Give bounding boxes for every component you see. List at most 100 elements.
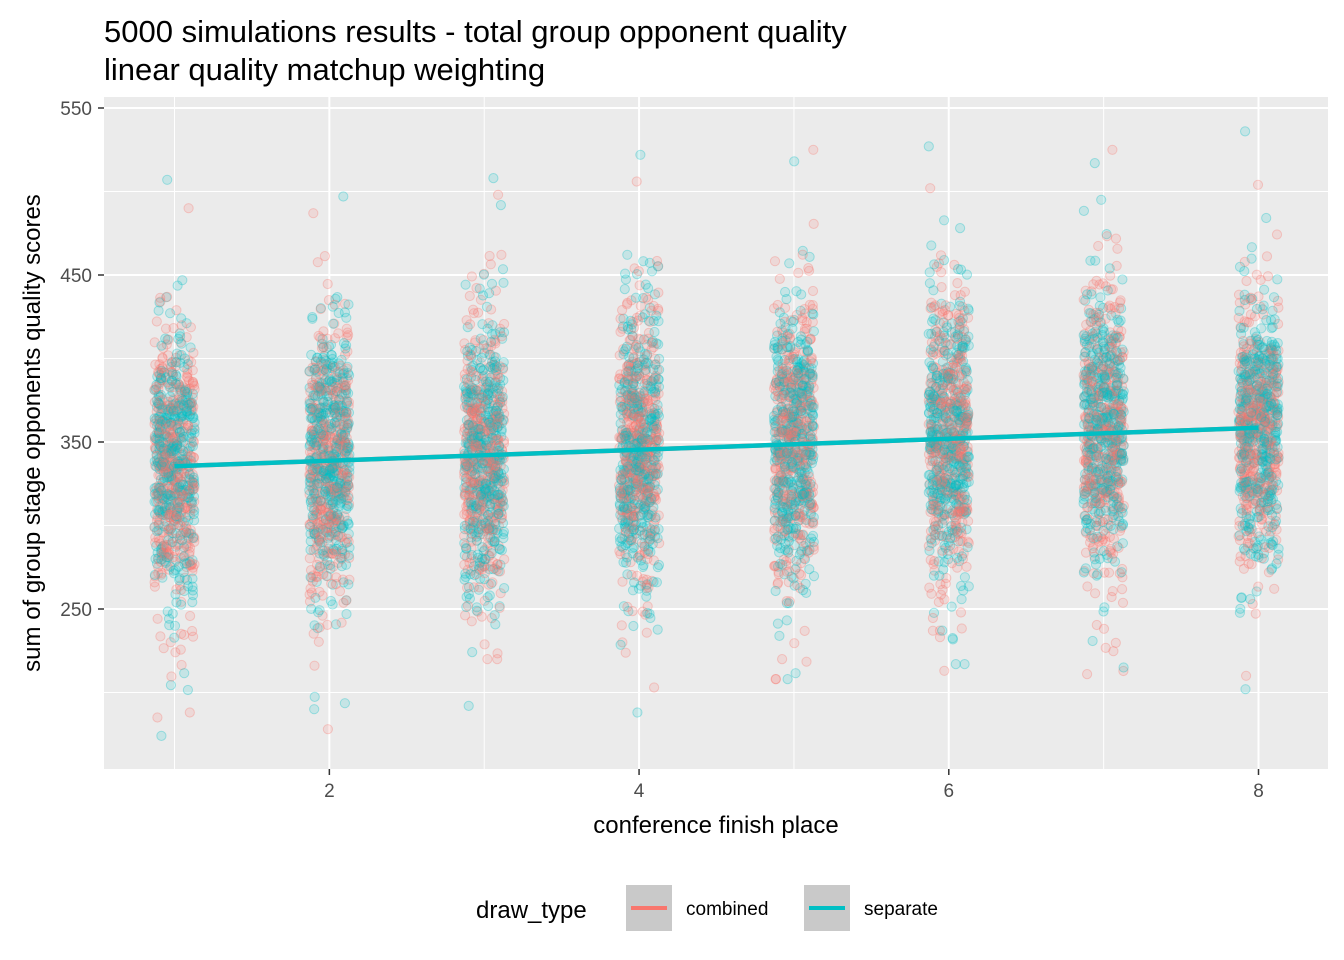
point-separate xyxy=(1244,460,1255,471)
point-separate xyxy=(479,426,490,437)
point-combined xyxy=(1117,597,1129,608)
point-separate xyxy=(1091,343,1103,354)
point-separate xyxy=(339,698,350,709)
point-separate xyxy=(769,414,780,425)
point-separate xyxy=(946,601,957,612)
point-separate xyxy=(1240,431,1252,442)
point-separate xyxy=(1113,474,1124,485)
point-combined xyxy=(1269,462,1280,473)
point-separate xyxy=(484,491,495,502)
point-separate xyxy=(338,191,349,202)
point-combined xyxy=(616,620,627,631)
point-separate xyxy=(309,691,320,703)
point-combined xyxy=(1107,403,1118,414)
point-combined xyxy=(315,303,326,315)
point-combined xyxy=(155,631,166,642)
point-combined xyxy=(1265,424,1277,435)
point-separate xyxy=(154,421,165,432)
point-combined xyxy=(1101,464,1112,476)
point-combined xyxy=(482,541,493,552)
point-separate xyxy=(622,569,633,580)
point-combined xyxy=(1248,485,1259,496)
point-combined xyxy=(1271,534,1282,546)
point-combined xyxy=(622,601,633,613)
point-separate xyxy=(962,446,973,457)
point-combined xyxy=(309,660,320,671)
point-combined xyxy=(484,250,495,262)
point-combined xyxy=(940,453,951,464)
point-combined xyxy=(1117,563,1128,575)
point-combined xyxy=(175,506,186,517)
point-combined xyxy=(1100,281,1112,292)
point-combined xyxy=(184,707,195,718)
point-combined xyxy=(779,526,790,537)
point-separate xyxy=(1251,380,1262,392)
point-separate xyxy=(342,361,353,372)
point-combined xyxy=(343,400,354,411)
point-separate xyxy=(1261,471,1272,482)
point-separate xyxy=(927,456,938,467)
point-separate xyxy=(1245,511,1256,522)
point-combined xyxy=(949,290,961,301)
point-combined xyxy=(185,322,196,333)
point-separate xyxy=(482,323,493,334)
point-separate xyxy=(319,383,330,394)
point-combined xyxy=(622,427,634,438)
point-combined xyxy=(1261,451,1272,462)
point-combined xyxy=(647,505,658,516)
point-combined xyxy=(1083,464,1094,475)
point-combined xyxy=(959,384,970,395)
point-separate xyxy=(305,413,316,424)
point-separate xyxy=(341,608,352,620)
point-separate xyxy=(179,668,190,679)
point-separate xyxy=(950,398,962,409)
point-combined xyxy=(797,249,808,260)
point-separate xyxy=(644,302,656,313)
point-separate xyxy=(153,428,164,439)
point-combined xyxy=(151,316,162,327)
point-combined xyxy=(1110,637,1121,649)
point-separate xyxy=(170,541,181,552)
point-combined xyxy=(188,347,199,358)
point-separate xyxy=(343,528,354,540)
point-separate xyxy=(1267,305,1278,316)
point-separate xyxy=(939,215,950,226)
point-separate xyxy=(1251,484,1262,495)
point-combined xyxy=(152,613,163,624)
point-combined xyxy=(1107,144,1118,155)
point-separate xyxy=(1261,402,1272,413)
point-combined xyxy=(459,338,470,349)
point-separate xyxy=(488,470,499,481)
point-separate xyxy=(172,507,183,518)
point-separate xyxy=(649,531,661,542)
point-combined xyxy=(645,316,656,327)
point-separate xyxy=(340,388,351,399)
point-combined xyxy=(1233,531,1244,542)
point-combined xyxy=(1103,519,1114,530)
point-combined xyxy=(493,189,504,200)
point-combined xyxy=(927,612,939,624)
point-separate xyxy=(1272,274,1283,285)
point-combined xyxy=(152,712,163,723)
point-separate xyxy=(187,597,198,608)
point-combined xyxy=(170,647,181,658)
point-separate xyxy=(306,432,317,443)
point-combined xyxy=(1244,293,1255,304)
point-separate xyxy=(182,451,193,462)
point-separate xyxy=(623,606,634,617)
point-combined xyxy=(1106,591,1117,603)
point-combined xyxy=(769,380,780,391)
point-separate xyxy=(959,413,970,424)
point-combined xyxy=(465,469,476,480)
point-combined xyxy=(1081,319,1092,330)
point-combined xyxy=(1088,279,1099,290)
point-combined xyxy=(329,372,340,384)
point-separate xyxy=(187,496,198,507)
point-combined xyxy=(1117,584,1128,595)
point-separate xyxy=(955,223,966,234)
point-combined xyxy=(615,313,626,324)
point-separate xyxy=(1252,364,1263,375)
point-separate xyxy=(460,279,471,290)
point-separate xyxy=(782,674,793,685)
